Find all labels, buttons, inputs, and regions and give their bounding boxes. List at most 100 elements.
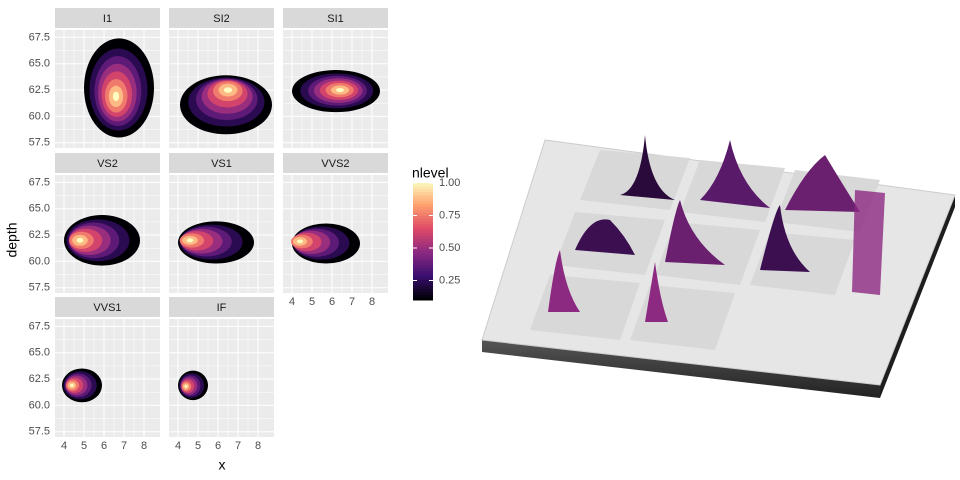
legend-swatch bbox=[413, 253, 433, 257]
density-contour bbox=[223, 87, 233, 93]
legend-swatch bbox=[413, 267, 433, 272]
y-tick-label: 57.5 bbox=[29, 137, 50, 149]
x-tick-label: 4 bbox=[61, 440, 67, 452]
x-tick-label: 6 bbox=[101, 440, 107, 452]
legend-title: nlevel bbox=[412, 165, 449, 181]
peak-3d bbox=[575, 219, 635, 255]
x-tick-label: 4 bbox=[289, 296, 295, 308]
legend-swatch bbox=[413, 294, 433, 298]
legend-swatch bbox=[413, 279, 433, 283]
density-contour bbox=[296, 239, 304, 244]
legend-swatch bbox=[413, 226, 433, 231]
slab-side bbox=[880, 195, 955, 398]
x-tick-label: 6 bbox=[329, 296, 335, 308]
peak-3d bbox=[785, 155, 860, 212]
density bbox=[84, 38, 154, 138]
peak-3d bbox=[700, 140, 770, 208]
y-tick-label: 57.5 bbox=[29, 426, 50, 438]
peak-3d bbox=[548, 250, 580, 312]
strip-label: I1 bbox=[103, 13, 112, 25]
legend-swatch bbox=[413, 273, 433, 278]
y-tick-label: 60.0 bbox=[29, 255, 50, 267]
density bbox=[62, 368, 102, 403]
strip bbox=[283, 153, 388, 173]
x-tick-label: 8 bbox=[141, 440, 147, 452]
legend-swatch bbox=[413, 235, 433, 240]
y-tick-label: 67.5 bbox=[29, 176, 50, 188]
density-contour bbox=[70, 383, 74, 387]
x-tick-label: 8 bbox=[255, 440, 261, 452]
y-tick-label: 65.0 bbox=[29, 58, 50, 70]
legend-swatch bbox=[413, 247, 433, 251]
density bbox=[178, 370, 208, 401]
x-tick-label: 7 bbox=[121, 440, 127, 452]
legend-label: 0.75 bbox=[439, 209, 460, 221]
x-tick-label: 7 bbox=[235, 440, 241, 452]
x-tick-label: 5 bbox=[309, 296, 315, 308]
render-3d bbox=[481, 135, 956, 398]
x-tick-label: 5 bbox=[81, 440, 87, 452]
density-contour bbox=[76, 237, 84, 243]
legend-swatch bbox=[413, 238, 433, 242]
legend-swatch bbox=[413, 200, 433, 204]
x-tick-label: 7 bbox=[349, 296, 355, 308]
density-contour bbox=[184, 385, 188, 388]
legend-swatch bbox=[413, 291, 433, 295]
legend-swatch bbox=[413, 209, 433, 213]
density bbox=[178, 221, 254, 264]
density bbox=[64, 215, 140, 266]
strip-label: IF bbox=[217, 302, 227, 314]
legend-swatch bbox=[413, 288, 433, 292]
legend-swatch bbox=[413, 203, 433, 207]
legend-label: 0.50 bbox=[439, 242, 460, 254]
legend-label: 1.00 bbox=[439, 177, 460, 189]
legend-swatch bbox=[413, 297, 433, 301]
strip bbox=[169, 153, 274, 173]
y-tick-label: 60.0 bbox=[29, 110, 50, 122]
x-tick-label: 5 bbox=[195, 440, 201, 452]
x-tick-label: 4 bbox=[175, 440, 181, 452]
legend-swatch bbox=[413, 264, 433, 269]
legend-swatch bbox=[413, 282, 433, 286]
legend-swatch bbox=[413, 197, 433, 202]
x-axis-title: x bbox=[219, 457, 226, 473]
density-contour bbox=[186, 238, 194, 243]
strip bbox=[169, 8, 274, 28]
peak-3d bbox=[620, 135, 675, 200]
legend-swatch bbox=[413, 244, 433, 248]
y-tick-label: 65.0 bbox=[29, 347, 50, 359]
y-axis-title: depth bbox=[4, 222, 20, 257]
legend-swatch bbox=[413, 212, 433, 216]
density bbox=[290, 223, 360, 264]
x-tick-label: 6 bbox=[215, 440, 221, 452]
legend-swatch bbox=[413, 206, 433, 210]
y-tick-label: 62.5 bbox=[29, 373, 50, 385]
density bbox=[292, 70, 380, 113]
legend-swatch bbox=[413, 241, 433, 245]
legend-swatch bbox=[413, 191, 433, 196]
y-tick-label: 67.5 bbox=[29, 320, 50, 332]
y-tick-label: 67.5 bbox=[29, 31, 50, 43]
strip bbox=[55, 8, 160, 28]
legend-swatch bbox=[413, 250, 433, 254]
legend-swatch bbox=[413, 183, 433, 187]
density bbox=[180, 75, 272, 135]
y-tick-label: 65.0 bbox=[29, 203, 50, 215]
slab-side bbox=[482, 340, 880, 398]
strip-label: VS1 bbox=[211, 158, 232, 170]
legend-swatch bbox=[413, 256, 433, 260]
legend-swatch bbox=[413, 185, 433, 190]
y-tick-label: 62.5 bbox=[29, 84, 50, 96]
strip bbox=[55, 297, 160, 317]
legend-swatch bbox=[413, 261, 433, 266]
peak-3d bbox=[665, 200, 725, 265]
legend-swatch bbox=[413, 229, 433, 234]
legend-3d bbox=[852, 190, 885, 295]
peak-3d bbox=[760, 205, 810, 272]
y-tick-label: 62.5 bbox=[29, 229, 50, 241]
legend-swatch bbox=[413, 218, 433, 222]
y-tick-label: 57.5 bbox=[29, 282, 50, 294]
strip-label: VVS1 bbox=[93, 302, 121, 314]
peak-3d bbox=[645, 262, 668, 322]
